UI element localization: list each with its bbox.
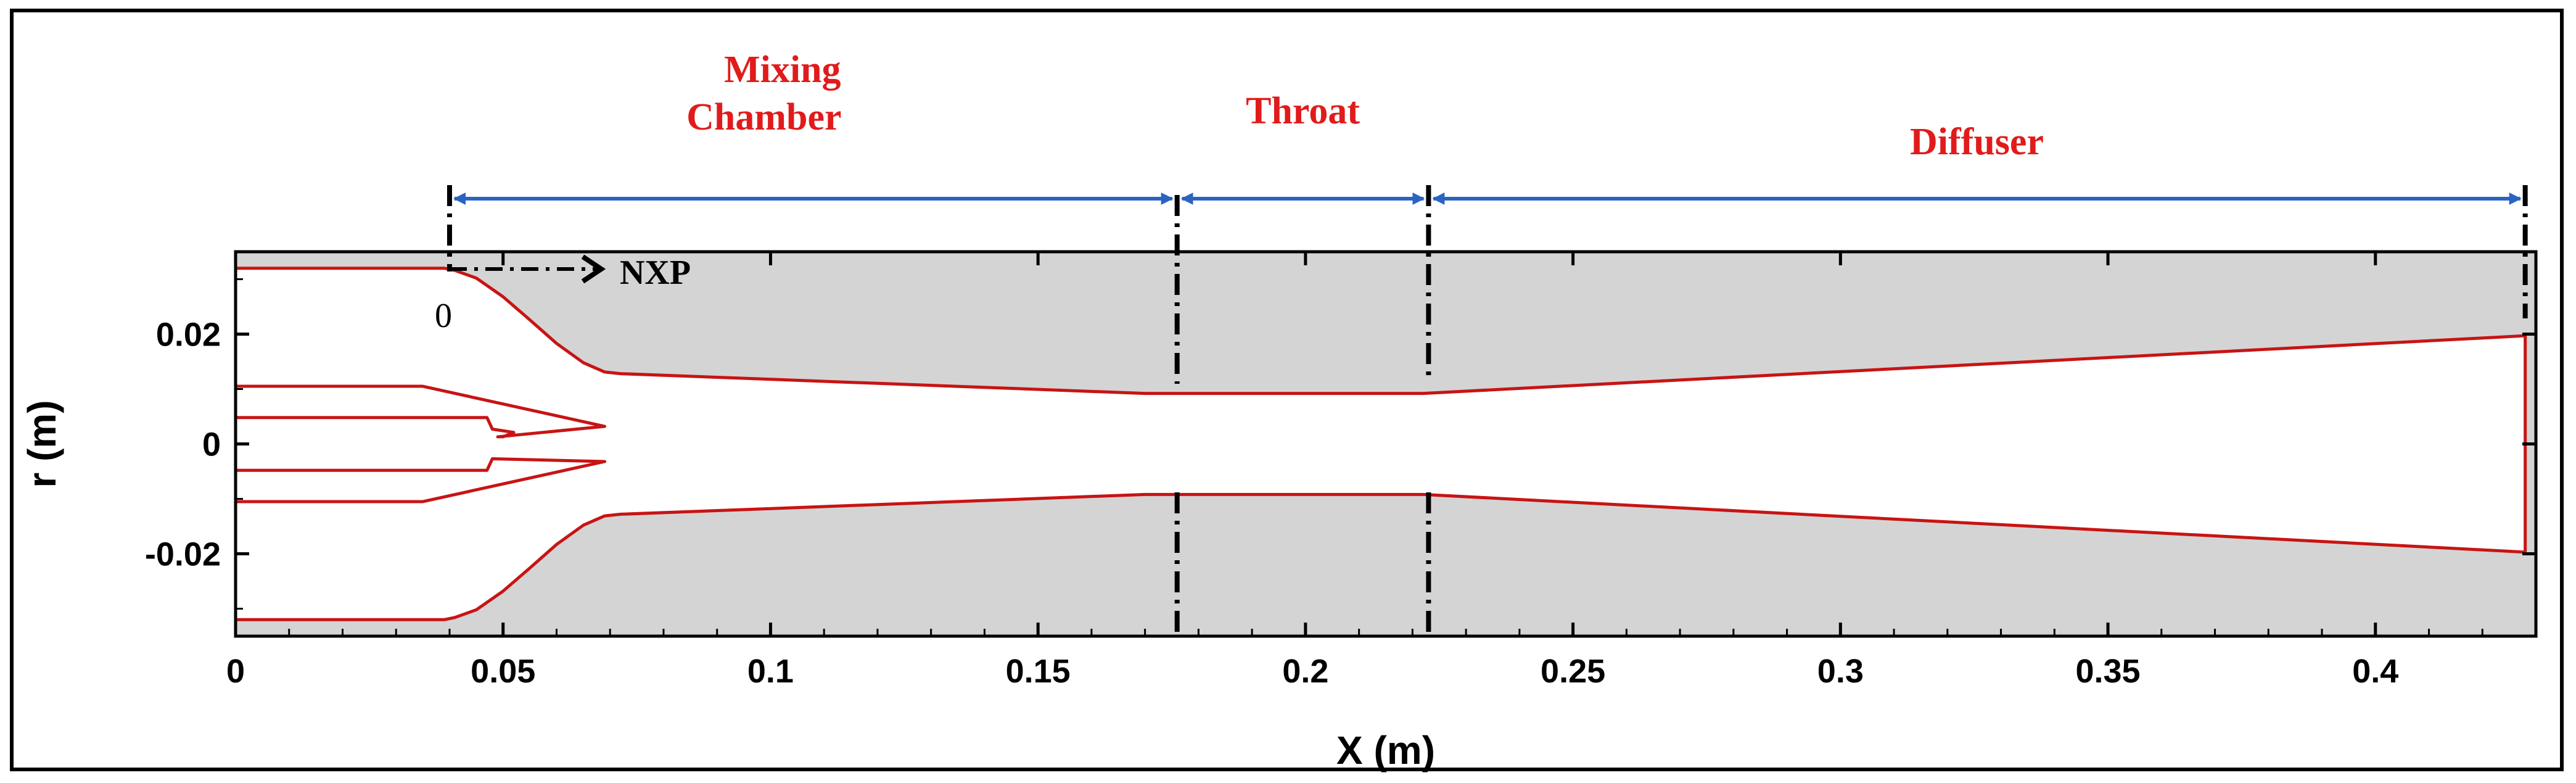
x-tick-label-6: 0.3 [1817,653,1864,690]
series-line-1 [236,267,2527,552]
region-label-3-line-1: Diffuser [1910,121,2044,163]
x-tick-label-0: 0 [226,653,245,690]
region-label-1-line-1: Mixing [724,49,841,91]
x-tick-label-4: 0.2 [1282,653,1328,690]
series-line-2 [236,492,2525,621]
nxp-origin-label: 0 [435,297,452,335]
nxp-arrow-head [581,254,606,284]
x-axis-title: X (m) [1336,728,1435,773]
y-tick-label-1: 0 [202,426,221,463]
x-tick-label-7: 0.35 [2075,653,2140,690]
annotations-group: Mixing Chamber Throat Diffuser NXP 0 [435,49,2522,335]
y-axis-title: r (m) [20,400,64,487]
x-tick-label-1: 0.05 [471,653,535,690]
y-tick-label-0: 0.02 [156,317,221,354]
series-line-3 [236,384,607,503]
x-tick-label-5: 0.25 [1541,653,1605,690]
flow-channel-fill [236,268,2525,620]
x-tick-label-2: 0.1 [747,653,794,690]
dashed-markers-group [446,185,2528,639]
axes-group: 0 0.05 0.1 0.15 0.2 0.25 0.3 0.35 0.4 0.02 0 -0.02 X… [20,250,2538,773]
region-label-2-line-1: Throat [1246,90,1360,132]
x-tick-label-8: 0.4 [2352,653,2398,690]
region-label-1-line-2: Chamber [686,96,841,138]
series-group [236,267,2527,621]
x-tick-label-3: 0.15 [1006,653,1071,690]
y-tick-label-2: -0.02 [145,536,221,573]
figure-frame [10,9,2564,771]
nxp-label: NXP [620,254,691,292]
plot-background-group [236,252,2536,636]
